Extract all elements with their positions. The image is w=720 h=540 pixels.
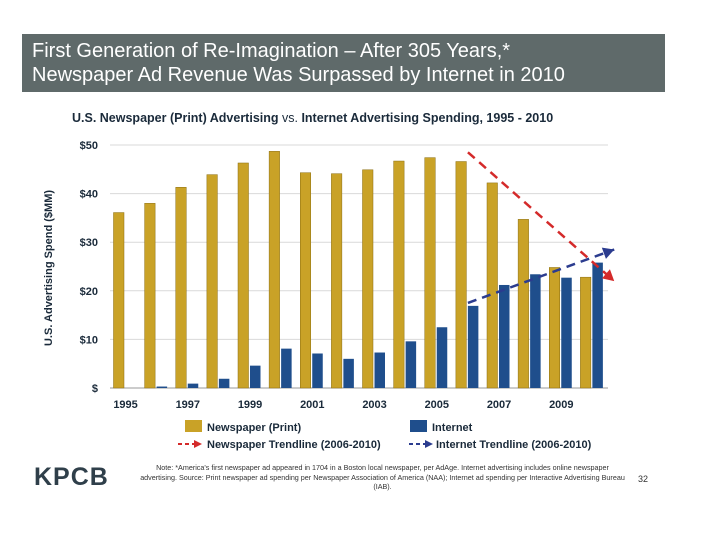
- title-line-2: Newspaper Ad Revenue Was Surpassed by In…: [32, 64, 565, 86]
- bar-newspaper-2005: [424, 157, 436, 389]
- y-tick-label: $: [92, 383, 98, 395]
- legend-label-internet-trendline: Internet Trendline (2006-2010): [436, 439, 592, 451]
- bar-internet-2010: [592, 262, 603, 388]
- chart-title-part-1: U.S. Newspaper (Print) Advertising: [72, 111, 279, 125]
- bar-internet-2008: [530, 274, 541, 388]
- legend-swatch-newspaper-trendline-arrow: [194, 440, 202, 448]
- legend-label-newspaper-trendline: Newspaper Trendline (2006-2010): [207, 439, 381, 451]
- bar-internet-2003: [374, 352, 385, 388]
- bar-newspaper-1998: [206, 174, 218, 389]
- page-number: 32: [638, 474, 649, 484]
- bar-newspaper-2003: [362, 169, 374, 389]
- internet-trendline-arrow: [601, 247, 615, 259]
- x-tick-label: 2007: [487, 399, 511, 411]
- y-axis-label: U.S. Advertising Spend ($MM): [43, 190, 55, 346]
- bar-newspaper-1995: [113, 212, 125, 389]
- legend-swatch-internet: [410, 420, 427, 432]
- title-banner: First Generation of Re-Imagination – Aft…: [22, 34, 665, 92]
- legend-swatch-newspaper: [185, 420, 202, 432]
- bar-internet-2007: [499, 284, 510, 388]
- bar-newspaper-1997: [175, 187, 187, 389]
- bar-newspaper-2009: [549, 267, 560, 389]
- x-tick-label: 1999: [238, 399, 262, 411]
- bar-newspaper-1999: [237, 162, 249, 389]
- bar-internet-2001: [312, 353, 323, 388]
- title-line-1: First Generation of Re-Imagination – Aft…: [32, 40, 511, 62]
- bar-internet-1996: [156, 386, 168, 388]
- x-tick-label: 1995: [113, 399, 137, 411]
- x-tick-label: 1997: [176, 399, 200, 411]
- legend-swatch-internet-trendline-arrow: [425, 440, 433, 448]
- bar-newspaper-2000: [268, 151, 280, 389]
- chart-title-vs: vs.: [278, 111, 302, 125]
- y-tick-label: $20: [80, 286, 98, 298]
- footnote: Note: *America's first newspaper ad appe…: [140, 463, 625, 492]
- chart-title-part-2: Internet Advertising Spending, 1995 - 20…: [301, 111, 554, 125]
- y-tick-label: $40: [80, 189, 98, 201]
- bar-internet-1998: [218, 378, 230, 388]
- bar-newspaper-1996: [144, 203, 156, 389]
- bar-internet-1997: [187, 383, 199, 388]
- bar-newspaper-2008: [517, 219, 529, 389]
- y-tick-label: $30: [80, 237, 98, 249]
- chart-title: U.S. Newspaper (Print) Advertising vs. I…: [72, 111, 553, 125]
- x-tick-label: 2003: [362, 399, 386, 411]
- bar-internet-2006: [467, 305, 479, 388]
- newspaper-trendline-arrow: [602, 269, 615, 282]
- bar-internet-2000: [281, 348, 292, 388]
- bar-newspaper-2010: [580, 276, 592, 389]
- bar-newspaper-2006: [455, 161, 467, 389]
- bar-newspaper-2002: [331, 173, 343, 389]
- kpcb-logo: KPCB: [34, 463, 109, 491]
- x-tick-label: 2009: [549, 399, 573, 411]
- legend-label-internet: Internet: [432, 422, 473, 434]
- y-tick-label: $10: [80, 334, 98, 346]
- bar-internet-2002: [343, 358, 354, 388]
- x-tick-label: 2005: [425, 399, 449, 411]
- internet-trendline: [467, 248, 615, 305]
- bar-newspaper-2004: [393, 160, 405, 389]
- y-tick-label: $50: [80, 140, 98, 152]
- bar-internet-2009: [561, 277, 572, 388]
- bar-newspaper-2007: [486, 182, 498, 389]
- bar-internet-1999: [250, 365, 261, 388]
- legend-label-newspaper: Newspaper (Print): [207, 422, 301, 434]
- x-tick-label: 2001: [300, 399, 324, 411]
- bar-newspaper-2001: [300, 172, 311, 389]
- bar-internet-2005: [436, 327, 448, 388]
- bar-internet-2004: [405, 341, 417, 388]
- newspaper-trendline: [467, 151, 616, 283]
